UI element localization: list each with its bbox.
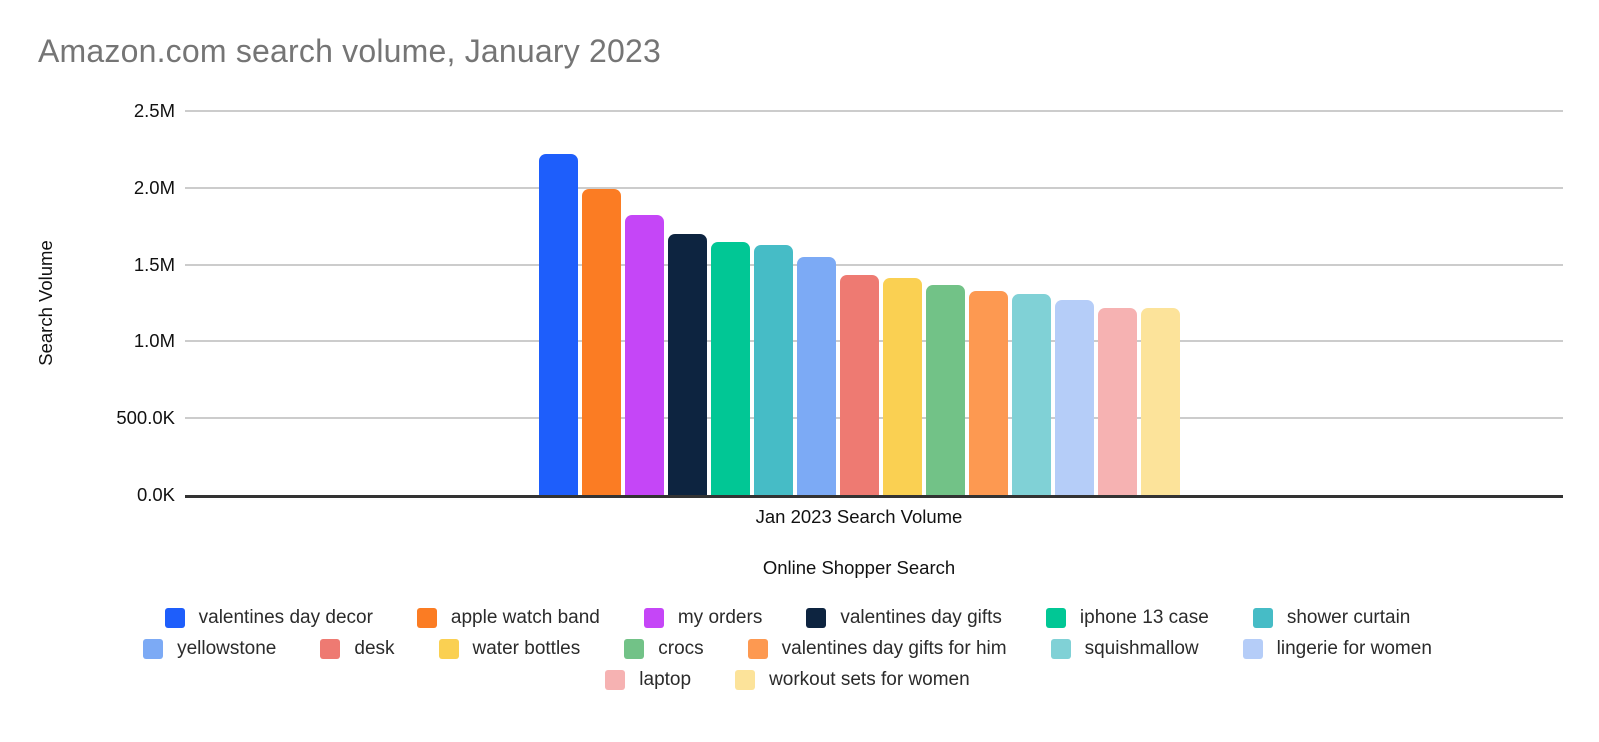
- legend-item[interactable]: valentines day gifts: [806, 607, 1002, 629]
- legend-swatch-icon: [747, 638, 768, 659]
- legend-label: valentines day gifts: [840, 606, 1002, 628]
- legend-label: squishmallow: [1084, 637, 1199, 659]
- legend-label: crocs: [658, 637, 704, 659]
- legend-swatch-icon: [164, 607, 185, 628]
- legend-label: desk: [354, 637, 395, 659]
- plot-area: 2.5M 2.0M 1.5M 1.0M 500.0K 0.0K: [116, 100, 1563, 505]
- y-tick-label: 0.0K: [136, 484, 175, 505]
- legend-item[interactable]: squishmallow: [1050, 637, 1199, 660]
- x-axis-title: Online Shopper Search: [762, 557, 956, 578]
- legend-label: my orders: [677, 606, 763, 628]
- legend-swatch-icon: [143, 638, 164, 659]
- legend-swatch-icon: [1045, 607, 1066, 628]
- legend-swatch-icon: [624, 638, 645, 659]
- bar[interactable]: [839, 275, 879, 495]
- legend-swatch-icon: [416, 607, 437, 628]
- legend-item[interactable]: water bottles: [438, 637, 581, 660]
- legend-label: valentines day gifts for him: [781, 637, 1007, 659]
- legend-swatch-icon: [735, 669, 756, 690]
- bar[interactable]: [581, 189, 621, 495]
- bar[interactable]: [925, 285, 965, 495]
- bar[interactable]: [624, 215, 664, 495]
- bar[interactable]: [667, 234, 707, 495]
- bar[interactable]: [796, 257, 836, 495]
- legend-swatch-icon: [605, 669, 626, 690]
- y-tick-label: 1.5M: [133, 253, 175, 275]
- legend-label: apple watch band: [450, 606, 600, 628]
- legend-swatch-icon: [320, 638, 341, 659]
- legend-item[interactable]: desk: [320, 637, 395, 660]
- gridline: [185, 186, 1563, 189]
- bar[interactable]: [753, 245, 793, 495]
- legend-swatch-icon: [643, 607, 664, 628]
- legend-row: laptop workout sets for women: [605, 664, 970, 695]
- y-tick-label: 2.0M: [133, 176, 175, 198]
- bar[interactable]: [968, 291, 1008, 495]
- bar[interactable]: [1097, 308, 1137, 495]
- bar[interactable]: [538, 154, 578, 495]
- legend-item[interactable]: lingerie for women: [1242, 637, 1432, 660]
- legend-item[interactable]: valentines day decor: [164, 606, 373, 629]
- legend-item[interactable]: laptop: [605, 669, 691, 691]
- gridline: [185, 263, 1563, 266]
- legend-label: iphone 13 case: [1079, 606, 1209, 628]
- legend-label: laptop: [639, 668, 692, 690]
- legend-item[interactable]: my orders: [643, 606, 763, 629]
- bar[interactable]: [1140, 308, 1180, 495]
- y-tick-label: 1.0M: [133, 330, 175, 352]
- legend-swatch-icon: [438, 638, 459, 659]
- y-tick-label: 500.0K: [116, 407, 175, 429]
- legend-label: workout sets for women: [769, 668, 970, 690]
- gridline: [185, 110, 1563, 112]
- bar[interactable]: [1011, 294, 1051, 495]
- legend-item[interactable]: valentines day gifts for him: [747, 637, 1007, 660]
- legend-swatch-icon: [806, 607, 827, 628]
- bar-group: [185, 111, 1533, 495]
- legend-label: yellowstone: [177, 637, 277, 659]
- legend-row: yellowstone desk water bottles crocs valenti…: [143, 633, 1432, 664]
- bar[interactable]: [710, 242, 750, 495]
- bar[interactable]: [882, 278, 922, 495]
- bar[interactable]: [1054, 300, 1094, 495]
- legend-item[interactable]: apple watch band: [416, 606, 600, 629]
- legend-label: shower curtain: [1286, 606, 1411, 628]
- legend-swatch-icon: [1242, 638, 1263, 659]
- y-axis-title: Search Volume: [35, 240, 56, 366]
- legend-item[interactable]: workout sets for women: [735, 669, 970, 691]
- x-tick-label: Jan 2023 Search Volume: [755, 506, 963, 527]
- legend-label: water bottles: [472, 637, 581, 659]
- y-tick-label: 2.5M: [133, 100, 175, 121]
- legend-item[interactable]: shower curtain: [1252, 606, 1411, 629]
- legend-item[interactable]: yellowstone: [143, 638, 276, 660]
- legend-swatch-icon: [1050, 638, 1071, 659]
- legend-row: valentines day decor apple watch band my o…: [164, 602, 1411, 633]
- legend-item[interactable]: iphone 13 case: [1045, 606, 1209, 629]
- legend-item[interactable]: crocs: [624, 637, 704, 660]
- legend-swatch-icon: [1252, 607, 1273, 628]
- chart-title: Amazon.com search volume, January 2023: [38, 33, 662, 69]
- legend: valentines day decor apple watch band my o…: [0, 602, 1575, 695]
- legend-label: valentines day decor: [198, 606, 373, 628]
- legend-label: lingerie for women: [1276, 637, 1432, 659]
